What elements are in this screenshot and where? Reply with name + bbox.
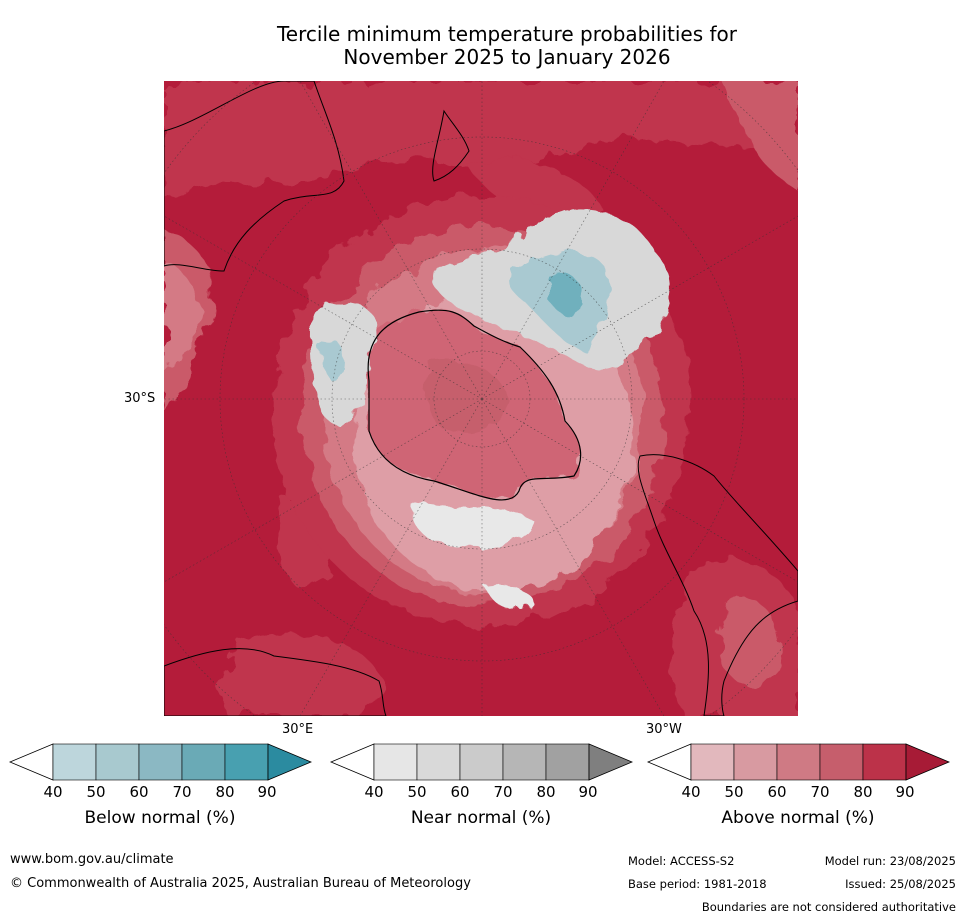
tick-label: 80: [536, 783, 556, 801]
colorbar-above-ticks: 40 50 60 70 80 90: [646, 783, 950, 803]
colorbar-high-extend: [905, 743, 950, 781]
tick-label: 70: [493, 783, 513, 801]
tick-label: 90: [895, 783, 915, 801]
colorbar-above-normal: [646, 743, 950, 781]
tick-label: 50: [407, 783, 427, 801]
tick-label: 60: [450, 783, 470, 801]
colorbar-near-ticks: 40 50 60 70 80 90: [329, 783, 633, 803]
graticule: [164, 81, 798, 716]
issued-date: Issued: 25/08/2025: [845, 877, 956, 891]
antarctica: [368, 309, 581, 500]
tick-label: 60: [767, 783, 787, 801]
tick-label: 50: [724, 783, 744, 801]
colorbar-segment: [416, 743, 461, 781]
colorbar-near-label: Near normal (%): [410, 808, 552, 828]
map-title-line-2: November 2025 to January 2026: [343, 45, 671, 69]
colorbar-high-extend: [267, 743, 312, 781]
africa-outline: [164, 648, 387, 716]
lat-label-30s: 30°S: [124, 391, 156, 406]
colorbar-low-extend: [8, 743, 54, 781]
colorbar-segment: [733, 743, 778, 781]
colorbar-segment: [181, 743, 226, 781]
tick-label: 90: [578, 783, 598, 801]
antarctica-coastline: [367, 309, 582, 501]
australia-outline: [164, 81, 345, 272]
tick-label: 70: [172, 783, 192, 801]
below-normal-region: [319, 251, 611, 382]
colorbar-low-extend: [646, 743, 692, 781]
copyright-notice: © Commonwealth of Australia 2025, Austra…: [10, 876, 471, 891]
tick-label: 50: [86, 783, 106, 801]
boundary-disclaimer: Boundaries are not considered authoritat…: [701, 900, 956, 914]
tick-label: 70: [810, 783, 830, 801]
lon-label-30e: 30°E: [282, 722, 314, 737]
colorbar-segment: [776, 743, 821, 781]
model-name: Model: ACCESS-S2: [628, 854, 735, 868]
tick-label: 60: [129, 783, 149, 801]
above-normal-texture: [164, 81, 798, 716]
colorbar-low-extend: [329, 743, 375, 781]
colorbar-near-normal: [329, 743, 633, 781]
colorbar-below-ticks: 40 50 60 70 80 90: [8, 783, 312, 803]
colorbar-high-extend: [588, 743, 633, 781]
model-run-date: Model run: 23/08/2025: [824, 854, 956, 868]
colorbar-segment: [545, 743, 590, 781]
colorbar-segment: [224, 743, 269, 781]
tick-label: 40: [364, 783, 384, 801]
map-title-line-1: Tercile minimum temperature probabilitie…: [276, 22, 738, 46]
colorbar-segment: [862, 743, 907, 781]
colorbar-segment: [459, 743, 504, 781]
probability-map: [164, 81, 798, 716]
website-url: www.bom.gov.au/climate: [10, 852, 174, 867]
tick-label: 90: [257, 783, 277, 801]
colorbar-segment: [690, 743, 735, 781]
tick-label: 80: [215, 783, 235, 801]
colorbar-segment: [138, 743, 183, 781]
colorbar-above-label: Above normal (%): [721, 808, 875, 828]
tick-label: 40: [43, 783, 63, 801]
base-period: Base period: 1981-2018: [628, 877, 767, 891]
tick-label: 40: [681, 783, 701, 801]
south-america-outline: [637, 454, 798, 716]
new-zealand-outline: [432, 109, 470, 182]
lon-label-30w: 30°W: [646, 722, 682, 737]
colorbar-segment: [95, 743, 140, 781]
colorbar-below-label: Below normal (%): [84, 808, 236, 828]
tick-label: 80: [853, 783, 873, 801]
colorbar-segment: [373, 743, 418, 781]
colorbar-segment: [52, 743, 97, 781]
colorbar-segment: [502, 743, 547, 781]
colorbar-below-normal: [8, 743, 312, 781]
colorbar-segment: [819, 743, 864, 781]
